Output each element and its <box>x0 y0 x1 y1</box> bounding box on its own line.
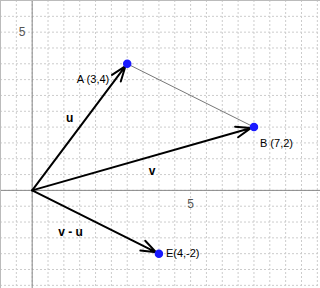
svg-text:B (7,2): B (7,2) <box>260 137 293 149</box>
svg-text:v: v <box>149 164 156 178</box>
svg-text:A (3,4): A (3,4) <box>77 73 109 85</box>
svg-text:E(4,-2): E(4,-2) <box>166 247 200 259</box>
svg-text:5: 5 <box>19 25 26 39</box>
svg-text:v - u: v - u <box>58 225 83 239</box>
svg-text:u: u <box>66 111 73 125</box>
svg-text:5: 5 <box>187 197 194 211</box>
